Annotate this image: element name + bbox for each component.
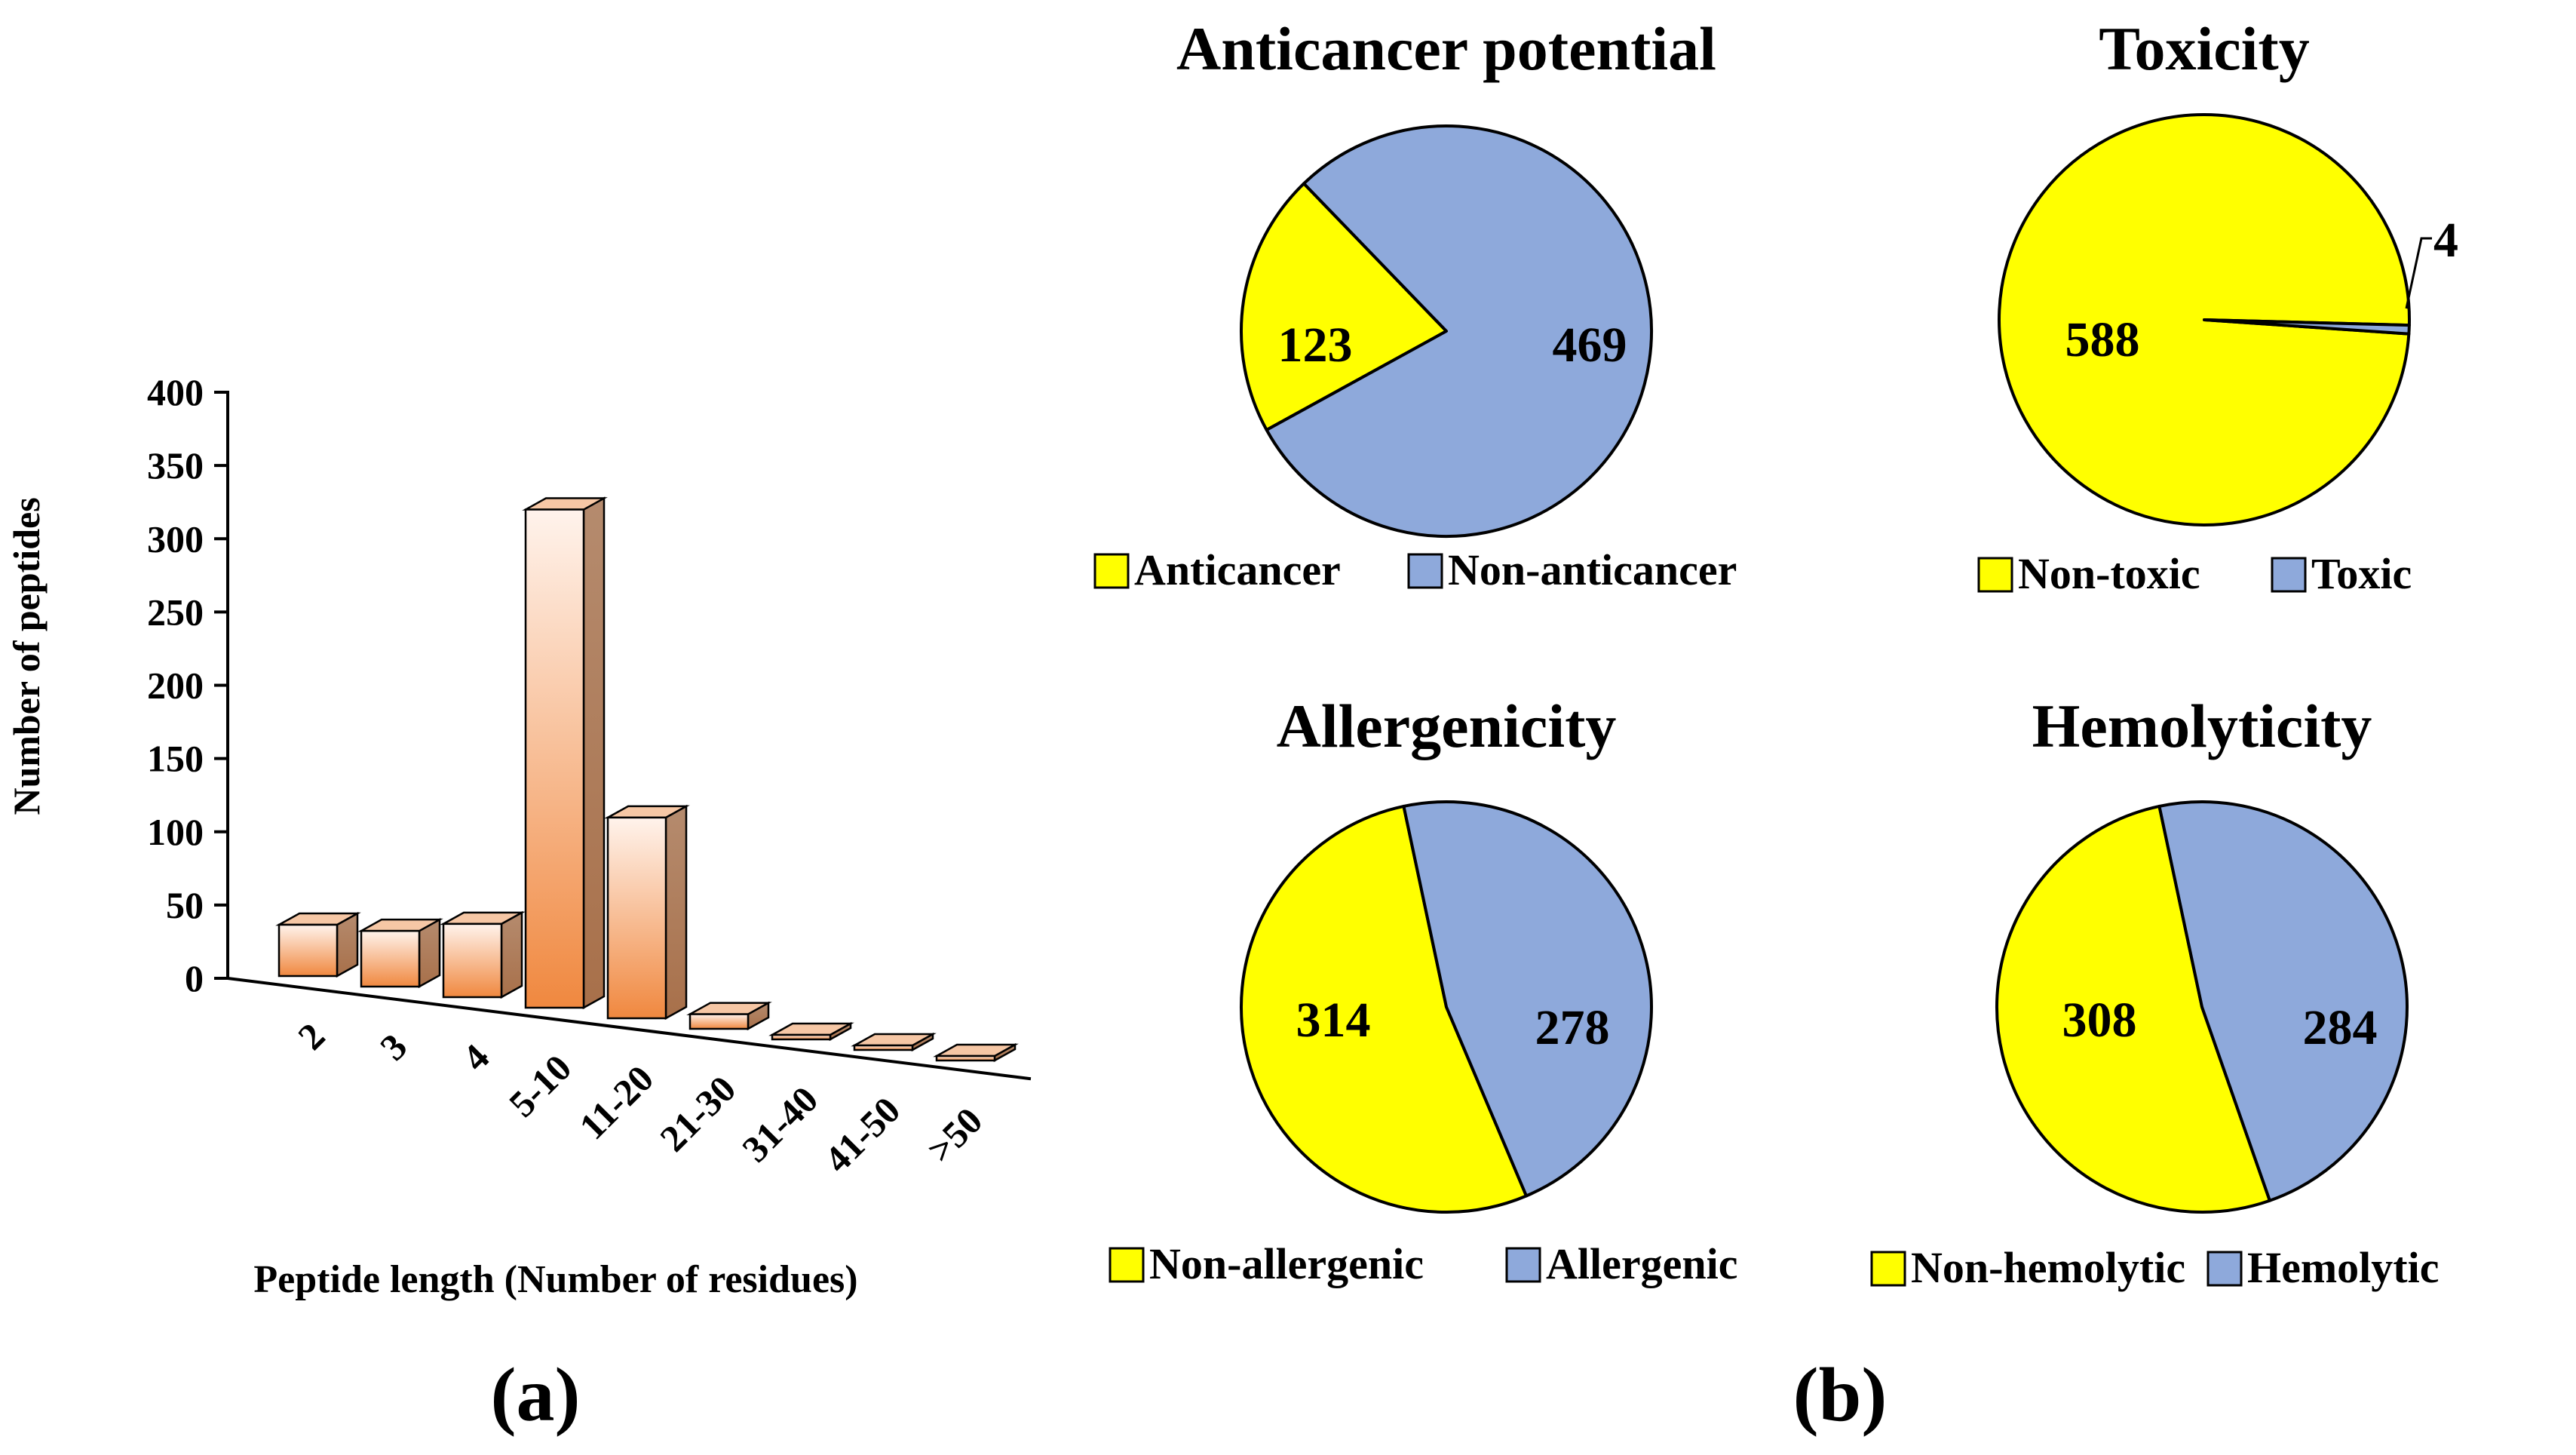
legend-swatch (1977, 557, 2013, 593)
legend-swatch (1407, 553, 1443, 589)
bar-side-face (582, 496, 606, 1010)
x-tick-label: 2 (290, 1015, 333, 1057)
bar-front-face (688, 1013, 750, 1030)
bar-41-50 (851, 1032, 937, 1052)
pie-value-label: 314 (1296, 993, 1371, 1048)
pie-slice-hemolytic (2157, 800, 2409, 1202)
bar-front-face (935, 1054, 996, 1062)
pie-value-label: 588 (2065, 312, 2140, 367)
legend-item-non-allergenic: Non-allergenic (1109, 1239, 1424, 1288)
pie-value-label: 469 (1553, 318, 1627, 373)
pie-value-label: 284 (2303, 1000, 2378, 1055)
bar-front-face (442, 922, 503, 999)
x-tick-label: 41-50 (816, 1088, 908, 1180)
legend-label: Non-allergenic (1149, 1239, 1424, 1288)
legend-label: Non-anticancer (1448, 545, 1737, 594)
bar-front-face (524, 508, 585, 1009)
x-tick-label: 4 (454, 1036, 497, 1079)
pie-title: Toxicity (2099, 14, 2309, 83)
pie-value-label: 278 (1535, 1000, 1610, 1055)
x-tick-label: 5-10 (501, 1046, 579, 1125)
y-tick-label: 400 (147, 371, 204, 413)
panel-label-a: (a) (491, 1352, 581, 1438)
bar-front-face (360, 929, 421, 988)
legend-swatch (2206, 1251, 2243, 1287)
y-tick-label: 300 (147, 517, 204, 560)
y-tick-labels: 0 50 100 150 200 250 300 350 400 (147, 371, 228, 999)
y-tick-label: 100 (147, 811, 204, 853)
x-tick-label: >50 (918, 1099, 990, 1171)
x-axis-line (225, 976, 1032, 1081)
legend-swatch (1093, 553, 1130, 589)
legend-label: Non-toxic (2018, 549, 2200, 598)
legend-label: Anticancer (1134, 545, 1341, 594)
bar-side-face (500, 910, 523, 999)
bar-21-30 (686, 1001, 772, 1031)
y-axis-title: Number of peptides (5, 497, 48, 815)
legend-label: Allergenic (1546, 1239, 1737, 1288)
pie-title: Anticancer potential (1176, 14, 1716, 83)
legend-swatch (1505, 1247, 1541, 1283)
x-tick-label: 31-40 (734, 1078, 826, 1170)
legend-item-anticancer: Anticancer (1093, 545, 1341, 594)
legend-item-non-hemolytic: Non-hemolytic (1870, 1243, 2185, 1292)
legend-item-hemolytic: Hemolytic (2206, 1243, 2439, 1292)
pie-slice-non-anticancer (1265, 124, 1653, 538)
pie-slice-non-allergenic (1240, 804, 1529, 1214)
panel-label-b: (b) (1793, 1352, 1888, 1438)
bar-front-face (853, 1044, 914, 1051)
pie-value-label: 4 (2433, 213, 2458, 268)
y-tick-label: 200 (147, 665, 204, 707)
bar-front-face (278, 923, 339, 978)
pie-chart-toxicity: Toxicity 588 4 Non-toxic Toxic (1977, 14, 2458, 598)
y-tick-label: 350 (147, 444, 204, 487)
pie-slice-toxic (2203, 318, 2411, 336)
bar-5-10 (522, 496, 608, 1010)
y-tick-label: 150 (147, 738, 204, 780)
bar-front-face (771, 1033, 832, 1041)
pie-charts-panel: Anticancer potential 123 469 Anticancer Non-… (1093, 14, 2458, 1438)
legend-label: Hemolytic (2247, 1243, 2439, 1292)
bar-series (275, 496, 1019, 1063)
bar-4 (440, 910, 526, 999)
legend-item-toxic: Toxic (2271, 549, 2412, 598)
pie-chart-anticancer: Anticancer potential 123 469 Anticancer Non-… (1093, 14, 1737, 594)
pie-slice-non-hemolytic (1995, 804, 2271, 1214)
legend-swatch (2271, 557, 2307, 593)
pie-value-label: 308 (2062, 993, 2137, 1048)
x-axis-title: Peptide length (Number of residues) (253, 1258, 857, 1301)
bar-31-40 (768, 1021, 854, 1042)
y-tick-label: 0 (185, 957, 204, 999)
pie-slice-anticancer (1240, 182, 1448, 432)
y-tick-label: 250 (147, 591, 204, 633)
legend-item-non-toxic: Non-toxic (1977, 549, 2200, 598)
y-tick-label: 50 (166, 884, 204, 926)
x-tick-label: 11-20 (571, 1057, 661, 1147)
bar->50 (933, 1042, 1019, 1063)
legend-item-allergenic: Allergenic (1505, 1239, 1737, 1288)
legend-item-non-anticancer: Non-anticancer (1407, 545, 1737, 594)
bar-side-face (664, 804, 688, 1021)
pie-leader-line (2405, 237, 2432, 309)
x-tick-label: 21-30 (652, 1067, 744, 1159)
pie-slice-allergenic (1402, 800, 1653, 1198)
legend-label: Non-hemolytic (1911, 1243, 2185, 1292)
pie-value-label: 123 (1278, 318, 1353, 373)
bar-11-20 (604, 804, 690, 1021)
legend-swatch (1870, 1251, 1906, 1287)
bar-front-face (606, 816, 667, 1020)
pie-chart-allergenicity: Allergenicity 314 278 Non-allergenic Allerge… (1109, 692, 1737, 1288)
x-tick-label: 3 (372, 1025, 415, 1068)
legend-label: Toxic (2311, 549, 2412, 598)
bar-2 (275, 911, 361, 978)
pie-chart-hemolyticity: Hemolyticity 308 284 Non-hemolytic Hemolytic (1870, 692, 2439, 1292)
bar-3 (357, 918, 443, 989)
pie-title: Hemolyticity (2032, 692, 2372, 760)
legend-swatch (1109, 1247, 1145, 1283)
pie-title: Allergenicity (1277, 692, 1617, 760)
bar-chart-panel: 0 50 100 150 200 250 300 350 400 2 3 4 5-1011-2021-… (5, 371, 1032, 1438)
